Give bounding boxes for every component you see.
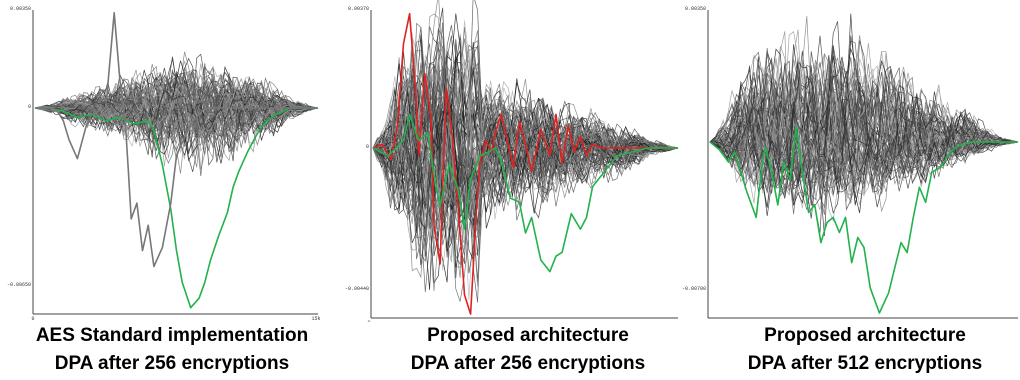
background-trace	[372, 92, 679, 230]
caption-line1: Proposed architecture	[427, 325, 629, 346]
background-trace	[710, 40, 1019, 206]
background-traces	[709, 13, 1019, 237]
highlight-trace-1	[372, 113, 678, 273]
background-traces	[34, 51, 319, 177]
x-tick-label: 15k	[311, 316, 320, 322]
highlight-trace-0	[35, 107, 318, 309]
caption-line1: Proposed architecture	[764, 325, 966, 346]
background-trace	[34, 65, 319, 174]
background-trace	[709, 102, 1019, 173]
caption-line1: AES Standard implementation	[35, 325, 309, 346]
dpa-trace-plot-aes-standard: 0.00350 0 -0.00650 0 15k	[7, 6, 321, 322]
highlight-trace-0	[372, 12, 678, 315]
background-trace	[34, 91, 319, 121]
background-trace	[709, 56, 1019, 199]
y-tick-label: -0.00440	[345, 286, 369, 292]
highlight-trace-1	[35, 12, 318, 268]
caption-proposed-512: Proposed architecture DPA after 512 encr…	[695, 322, 1020, 378]
background-trace	[709, 56, 1019, 194]
background-trace	[709, 15, 1019, 213]
y-tick-label: 0	[366, 144, 369, 150]
background-trace	[34, 78, 319, 150]
background-trace	[372, 81, 679, 215]
y-tick-label: -0.00700	[682, 286, 706, 292]
background-trace	[709, 91, 1019, 172]
caption-proposed-256: Proposed architecture DPA after 256 encr…	[358, 322, 698, 378]
x-tick-label: 0	[31, 316, 34, 322]
y-tick-label: -0.00650	[7, 282, 31, 288]
y-tick-label: 0.00350	[685, 6, 706, 12]
background-trace	[372, 38, 679, 253]
caption-aes-standard: AES Standard implementation DPA after 25…	[2, 322, 342, 378]
caption-line2: DPA after 512 encryptions	[747, 353, 983, 374]
background-trace	[372, 91, 679, 199]
background-trace	[709, 56, 1019, 188]
background-trace	[372, 43, 679, 266]
dpa-trace-plot-proposed-256: 0.00370 0 -0.00440 0	[345, 0, 679, 322]
x-tick-label: 0	[367, 320, 370, 322]
caption-line2: DPA after 256 encryptions	[410, 353, 646, 374]
background-trace	[709, 21, 1019, 233]
dpa-trace-plot-proposed-512: 0.00350 -0.00700	[682, 6, 1019, 319]
background-trace	[34, 84, 319, 133]
y-tick-label: 0.00350	[10, 6, 31, 12]
y-tick-label: 0	[28, 104, 31, 110]
dpa-panel-aes-standard: 0.00350 0 -0.00650 0 15k	[0, 0, 340, 325]
background-trace	[34, 74, 319, 150]
background-trace	[709, 100, 1019, 169]
highlight-trace-0	[709, 126, 1018, 314]
dpa-panel-proposed-512: 0.00350 -0.00700	[680, 0, 1020, 325]
y-tick-label: 0.00370	[348, 6, 369, 12]
dpa-panel-proposed-256: 0.00370 0 -0.00440 0	[340, 0, 680, 325]
caption-line2: DPA after 256 encryptions	[54, 353, 290, 374]
background-trace	[34, 90, 319, 129]
background-trace	[709, 45, 1019, 195]
